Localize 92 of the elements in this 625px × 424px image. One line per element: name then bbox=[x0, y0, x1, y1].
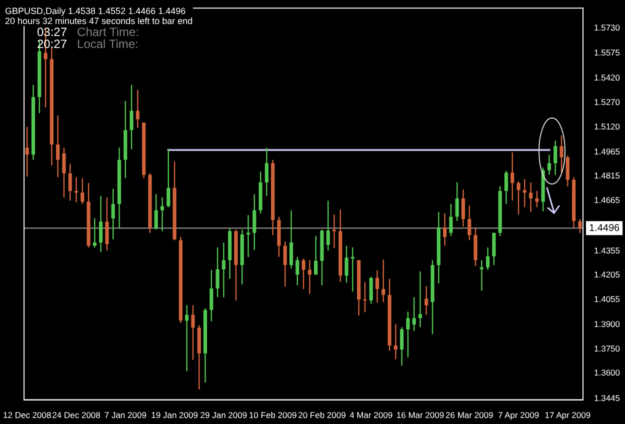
candlestick bbox=[185, 304, 189, 372]
x-tick-label: 7 Apr 2009 bbox=[498, 410, 540, 420]
candlestick bbox=[25, 126, 29, 178]
x-tick-label: 4 Mar 2009 bbox=[350, 410, 393, 420]
candlestick bbox=[264, 147, 268, 196]
candlestick bbox=[461, 188, 466, 228]
y-tick-label: 1.5270 bbox=[594, 96, 620, 107]
candlestick bbox=[210, 269, 214, 322]
candlestick bbox=[332, 214, 336, 249]
x-tick-label: 7 Jan 2009 bbox=[104, 410, 147, 420]
candlestick bbox=[302, 258, 306, 290]
candlestick bbox=[400, 326, 404, 366]
candlestick bbox=[62, 147, 66, 198]
candlestick bbox=[154, 194, 158, 230]
candlestick bbox=[191, 304, 195, 361]
text: 20 hours 32 minutes 47 seconds left to bar end bbox=[5, 16, 193, 26]
candlestick bbox=[516, 180, 520, 216]
candlestick bbox=[578, 218, 582, 234]
y-tick-label: 1.4965 bbox=[594, 146, 620, 156]
candlestick bbox=[449, 203, 453, 237]
candlestick bbox=[74, 176, 78, 203]
candlestick bbox=[412, 296, 416, 332]
y-tick-label: 1.3600 bbox=[594, 368, 620, 378]
candlestick bbox=[216, 246, 220, 298]
chart-title: GBPUSD,Daily 1.4538 1.4552 1.4466 1.4496 bbox=[5, 6, 187, 16]
candlestick bbox=[394, 323, 398, 360]
x-tick-label: 20 Feb 2009 bbox=[298, 410, 346, 420]
candlestick bbox=[326, 200, 330, 252]
candlestick bbox=[289, 210, 294, 269]
candlestick bbox=[296, 256, 300, 286]
x-tick-label: 26 Mar 2009 bbox=[446, 410, 494, 420]
x-tick-label: 29 Jan 2009 bbox=[200, 410, 248, 420]
ref-line-label: 1.4496 bbox=[589, 222, 620, 234]
candlestick bbox=[504, 170, 508, 205]
candlestick bbox=[418, 270, 422, 328]
candlestick bbox=[314, 235, 318, 276]
candlestick bbox=[375, 270, 380, 304]
candlestick bbox=[105, 196, 109, 252]
candlestick bbox=[350, 246, 354, 292]
y-tick-label: 1.5420 bbox=[594, 72, 620, 83]
candlestick bbox=[222, 242, 226, 298]
y-tick-label: 1.5575 bbox=[594, 48, 620, 58]
y-tick-label: 1.4355 bbox=[594, 245, 620, 256]
candlestick bbox=[510, 152, 514, 202]
candlestick bbox=[455, 182, 459, 222]
x-tick-label: 24 Dec 2008 bbox=[52, 410, 101, 420]
candlestick bbox=[344, 245, 348, 284]
candlestick bbox=[68, 163, 72, 202]
y-tick-label: 1.5120 bbox=[594, 121, 620, 132]
candlestick bbox=[480, 260, 484, 292]
candlestick bbox=[252, 194, 256, 250]
y-tick-label: 1.4055 bbox=[594, 294, 620, 304]
candlestick bbox=[566, 155, 570, 187]
candlestick bbox=[547, 154, 552, 176]
candlestick bbox=[92, 218, 96, 248]
x-tick-label: 17 Apr 2009 bbox=[544, 410, 591, 420]
candlestick bbox=[160, 196, 164, 232]
candlestick bbox=[136, 89, 140, 128]
y-tick-label: 1.4205 bbox=[594, 270, 620, 280]
y-tick-label: 1.3750 bbox=[594, 343, 620, 354]
candlestick bbox=[130, 84, 134, 150]
candlestick bbox=[283, 240, 287, 288]
candlestick bbox=[554, 140, 558, 176]
candlestick bbox=[486, 246, 490, 270]
y-tick-label: 1.4815 bbox=[594, 170, 620, 181]
candlestick bbox=[492, 232, 496, 266]
candlestick bbox=[369, 276, 373, 304]
candlestick bbox=[80, 178, 84, 205]
candlestick bbox=[99, 195, 103, 253]
x-tick-label: 19 Jan 2009 bbox=[151, 410, 198, 420]
x-tick-label: 16 Mar 2009 bbox=[396, 410, 444, 420]
y-tick-label: 1.3445 bbox=[594, 392, 620, 403]
annotation: Chart Time: bbox=[77, 25, 140, 39]
candlestick bbox=[406, 311, 410, 358]
candlestick bbox=[363, 281, 367, 313]
candlestick bbox=[111, 188, 115, 240]
candlestick bbox=[468, 204, 472, 241]
candlestick bbox=[308, 260, 312, 295]
annotation: Local Time: bbox=[77, 37, 140, 51]
candlestick bbox=[382, 258, 386, 303]
x-tick-label: 12 Dec 2008 bbox=[3, 410, 52, 420]
candlestick bbox=[424, 285, 428, 316]
y-tick-label: 1.5730 bbox=[594, 22, 620, 32]
candlestick bbox=[560, 134, 564, 174]
x-tick-label: 10 Feb 2009 bbox=[248, 410, 297, 420]
y-tick-label: 1.3900 bbox=[594, 319, 620, 330]
candlestick bbox=[528, 182, 533, 212]
y-tick-label: 1.4665 bbox=[594, 195, 620, 206]
candlestick bbox=[56, 114, 60, 178]
candlestick bbox=[522, 178, 526, 208]
candlestick bbox=[246, 214, 250, 258]
candlestick bbox=[443, 212, 447, 246]
